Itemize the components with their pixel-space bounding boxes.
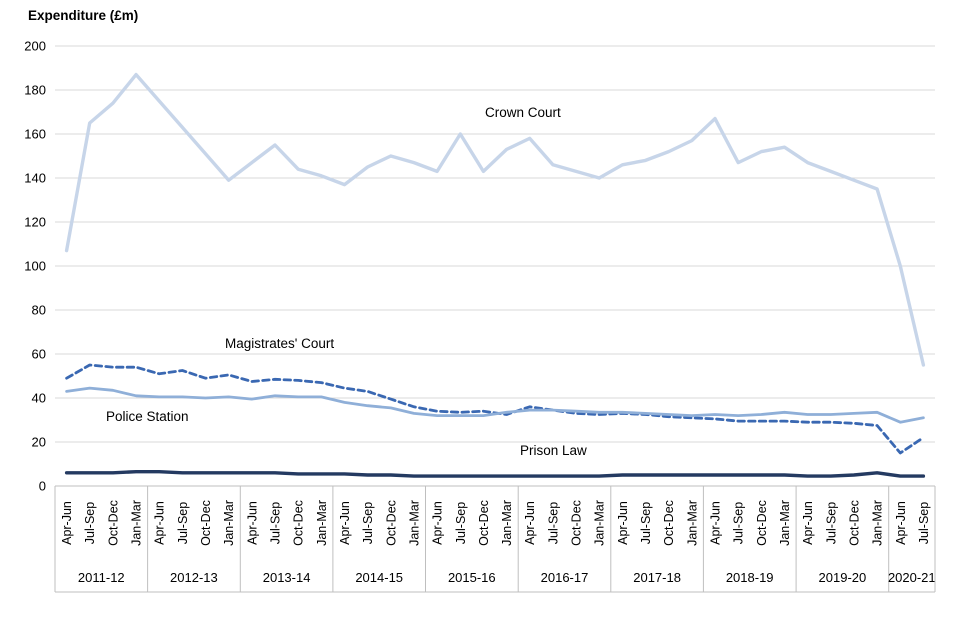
x-quarter-label: Jan-Mar [315,500,329,546]
x-quarter-label: Jan-Mar [130,500,144,546]
x-quarter-label: Jan-Mar [778,500,792,546]
x-quarter-label: Oct-Dec [477,500,491,546]
x-quarter-label: Jul-Sep [454,502,468,544]
x-year-label: 2019-20 [819,570,867,585]
series-label-prison-law: Prison Law [520,443,587,458]
x-quarter-label: Jan-Mar [500,500,514,546]
x-quarter-label: Apr-Jun [801,501,815,545]
x-year-label: 2011-12 [78,570,125,585]
x-quarter-label: Apr-Jun [153,501,167,545]
y-tick-label: 60 [32,347,46,362]
x-year-label: 2017-18 [633,570,681,585]
x-quarter-label: Oct-Dec [570,500,584,546]
x-quarter-label: Oct-Dec [384,500,398,546]
series-label-crown-court: Crown Court [485,105,561,120]
x-quarter-label: Jul-Sep [917,502,931,544]
x-quarter-label: Jul-Sep [639,502,653,544]
y-tick-label: 120 [24,215,46,230]
x-quarter-label: Jul-Sep [546,502,560,544]
x-quarter-label: Oct-Dec [662,500,676,546]
y-tick-label: 140 [24,171,46,186]
chart-title: Expenditure (£m) [28,8,139,23]
x-year-label: 2013-14 [263,570,311,585]
x-quarter-label: Oct-Dec [755,500,769,546]
y-tick-label: 200 [24,39,46,54]
series-label-police-station: Police Station [106,409,189,424]
y-tick-label: 80 [32,303,46,318]
x-quarter-label: Jul-Sep [269,502,283,544]
series-line-police-station [65,386,925,424]
y-tick-label: 180 [24,83,46,98]
x-year-label: 2020-21 [888,570,936,585]
x-quarter-label: Jan-Mar [407,500,421,546]
x-quarter-label: Oct-Dec [106,500,120,546]
series-line-magistrates-court [65,363,925,455]
x-quarter-label: Apr-Jun [709,501,723,545]
series-label-magistrates-court: Magistrates' Court [225,336,334,351]
x-quarter-label: Jul-Sep [83,502,97,544]
x-year-label: 2014-15 [355,570,403,585]
x-quarter-label: Apr-Jun [431,501,445,545]
x-quarter-label: Jan-Mar [685,500,699,546]
x-quarter-label: Jul-Sep [176,502,190,544]
y-tick-label: 40 [32,391,46,406]
x-year-label: 2015-16 [448,570,496,585]
x-quarter-label: Apr-Jun [60,501,74,545]
x-quarter-label: Oct-Dec [847,500,861,546]
y-tick-label: 20 [32,435,46,450]
x-quarter-label: Oct-Dec [199,500,213,546]
y-tick-label: 0 [39,479,46,494]
x-quarter-label: Jan-Mar [593,500,607,546]
x-year-label: 2012-13 [170,570,218,585]
x-quarter-label: Apr-Jun [894,501,908,545]
x-quarter-label: Apr-Jun [338,501,352,545]
x-quarter-label: Jul-Sep [732,502,746,544]
x-quarter-label: Jul-Sep [824,502,838,544]
x-quarter-label: Apr-Jun [616,501,630,545]
x-year-label: 2018-19 [726,570,774,585]
x-quarter-label: Apr-Jun [523,501,537,545]
y-tick-label: 160 [24,127,46,142]
x-quarter-label: Jul-Sep [361,502,375,544]
x-year-label: 2016-17 [541,570,589,585]
x-quarter-label: Jan-Mar [871,500,885,546]
x-quarter-label: Jan-Mar [222,500,236,546]
series-line-prison-law [64,470,926,478]
y-tick-label: 100 [24,259,46,274]
x-quarter-label: Apr-Jun [245,501,259,545]
x-quarter-label: Oct-Dec [292,500,306,546]
series-line-crown-court [64,72,926,367]
